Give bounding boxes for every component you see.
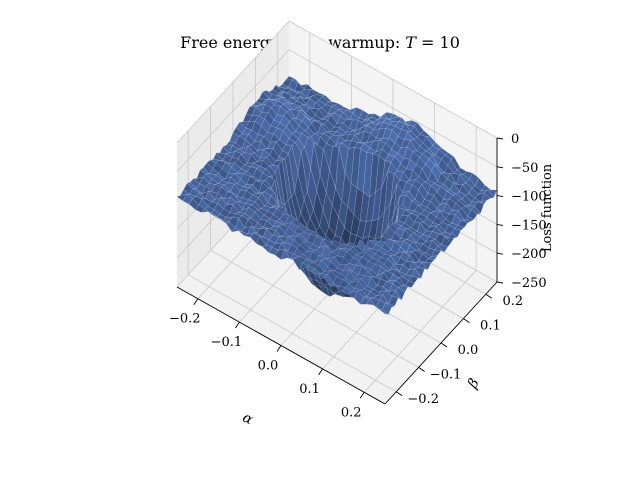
z-tick xyxy=(496,166,504,169)
z-tick-label: −200 xyxy=(511,247,547,262)
x-tick xyxy=(276,345,282,352)
x-tick xyxy=(359,392,365,399)
x-axis-label: α xyxy=(240,410,256,429)
tick-marks xyxy=(193,137,504,399)
surface-facet xyxy=(411,268,422,279)
x-tick xyxy=(235,321,240,329)
x-tick xyxy=(193,298,199,305)
grid-line-left-z xyxy=(176,49,290,173)
surface-facet xyxy=(454,224,465,231)
surface-facet xyxy=(467,209,478,220)
y-tick xyxy=(440,342,448,348)
surface-facet xyxy=(427,254,439,261)
y-tick-label: 0.2 xyxy=(502,294,523,309)
y-axis-label: β xyxy=(464,376,482,392)
z-tick xyxy=(496,252,504,255)
grid-line-floor-y xyxy=(188,274,397,393)
surface-facet xyxy=(474,201,485,214)
z-tick xyxy=(496,223,504,226)
surface-facet xyxy=(395,287,406,301)
z-tick xyxy=(496,281,504,284)
surface-facet xyxy=(437,244,448,253)
surface-facet xyxy=(461,219,472,224)
y-tick-label: 0.0 xyxy=(458,343,479,358)
x-tick-label: −0.1 xyxy=(211,335,243,350)
y-tick xyxy=(463,318,470,323)
surface-mesh xyxy=(176,76,498,315)
surface-facet xyxy=(414,266,425,279)
z-tick-label: −50 xyxy=(511,161,538,176)
y-tick-label: −0.1 xyxy=(430,367,462,382)
surface-facet xyxy=(483,189,495,199)
surface-facet xyxy=(418,262,429,271)
tick-labels: −0.2−0.10.00.10.2−0.2−0.10.00.10.20−50−1… xyxy=(169,132,547,420)
y-tick xyxy=(418,367,425,372)
surface-facet xyxy=(447,233,459,239)
surface-facet xyxy=(404,280,415,288)
x-tick xyxy=(318,368,323,376)
surface-facet xyxy=(444,236,455,244)
surface-facet xyxy=(451,228,462,238)
z-tick-label: −250 xyxy=(511,276,547,291)
x-tick-label: 0.1 xyxy=(299,382,320,397)
x-tick-label: 0.0 xyxy=(258,359,279,374)
grid-line-right-z xyxy=(288,20,498,139)
grid-line-right-z xyxy=(288,49,498,168)
x-tick-label: −0.2 xyxy=(169,312,201,327)
z-tick xyxy=(496,137,504,140)
surface-facet xyxy=(378,309,389,315)
y-tick-label: 0.1 xyxy=(480,319,501,334)
z-tick-label: −100 xyxy=(511,190,547,205)
z-axis-label: Loss function xyxy=(540,163,555,252)
surface-facet xyxy=(385,302,396,308)
y-tick-label: −0.2 xyxy=(407,392,439,407)
grid-line-floor-y xyxy=(210,250,419,368)
y-tick xyxy=(485,293,493,299)
surface-facet xyxy=(408,275,419,284)
surface-facet xyxy=(470,206,481,215)
surface-facet xyxy=(441,236,452,248)
z-tick-label: −150 xyxy=(511,218,547,233)
z-tick-label: 0 xyxy=(511,132,519,147)
grid-line-left-z xyxy=(176,20,290,144)
x-tick-label: 0.2 xyxy=(341,405,362,420)
z-tick xyxy=(496,195,504,198)
surface-facet xyxy=(381,302,392,315)
y-tick xyxy=(395,391,403,397)
